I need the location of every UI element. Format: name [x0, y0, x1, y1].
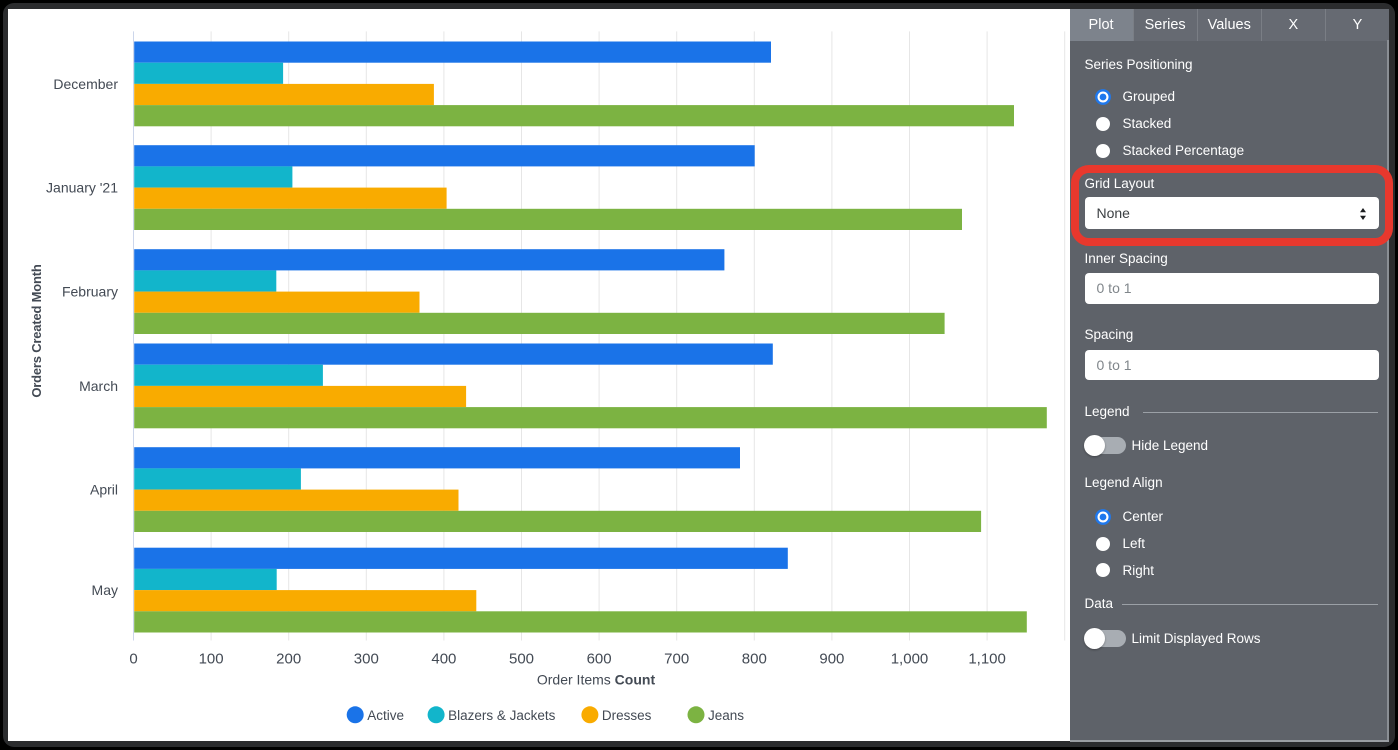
- svg-text:500: 500: [509, 651, 534, 668]
- svg-text:900: 900: [819, 651, 844, 668]
- svg-text:March: March: [79, 378, 118, 394]
- svg-text:600: 600: [587, 651, 612, 668]
- svg-text:April: April: [90, 482, 118, 498]
- svg-text:200: 200: [276, 651, 301, 668]
- svg-text:Active: Active: [367, 708, 404, 723]
- svg-text:Orders Created Month: Orders Created Month: [29, 264, 44, 398]
- svg-text:December: December: [53, 76, 118, 92]
- svg-text:400: 400: [431, 651, 456, 668]
- svg-text:May: May: [92, 582, 118, 598]
- svg-text:300: 300: [354, 651, 379, 668]
- svg-text:800: 800: [742, 651, 767, 668]
- svg-text:February: February: [62, 284, 118, 300]
- svg-text:Jeans: Jeans: [708, 708, 744, 723]
- svg-text:1,100: 1,100: [968, 651, 1006, 668]
- svg-text:700: 700: [664, 651, 689, 668]
- svg-text:Blazers & Jackets: Blazers & Jackets: [448, 708, 556, 723]
- svg-text:January '21: January '21: [46, 180, 118, 196]
- svg-text:1,000: 1,000: [891, 651, 929, 668]
- svg-text:0: 0: [129, 651, 137, 668]
- svg-text:Dresses: Dresses: [602, 708, 652, 723]
- svg-text:Order Items Count: Order Items Count: [537, 672, 656, 688]
- svg-text:100: 100: [199, 651, 224, 668]
